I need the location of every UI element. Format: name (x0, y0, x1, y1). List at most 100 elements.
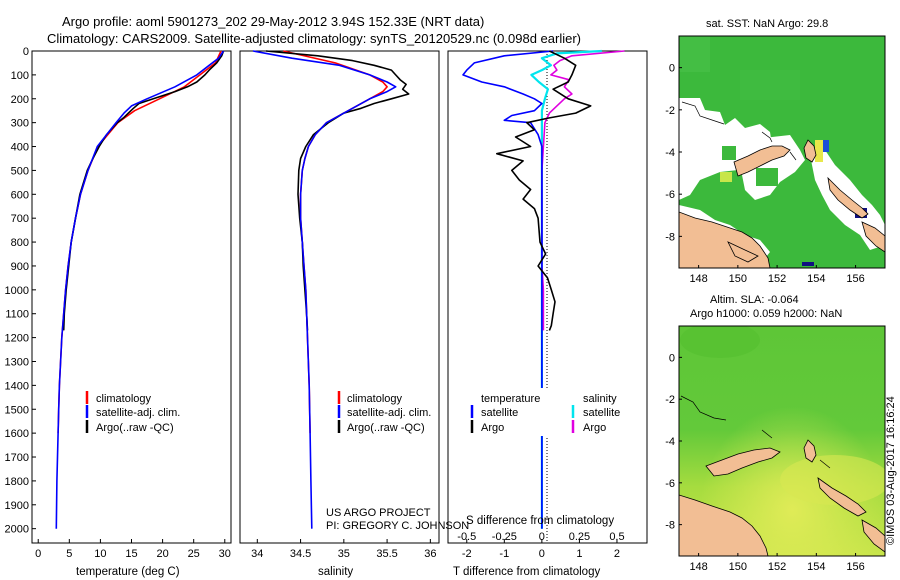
temperature-x-axis: 0 5 10 15 20 25 30 (35, 539, 231, 560)
map-lon-tick-label: 148 (689, 561, 707, 573)
temperature-panel-frame (31, 50, 232, 544)
depth-tick-label: 400 (11, 142, 29, 154)
legend-s-argo-label: Argo (583, 422, 606, 434)
depth-tick-label: 1300 (5, 356, 29, 368)
legend-satellite-label: satellite-adj. clim. (347, 407, 431, 419)
sla-map-title-line1: Altim. SLA: -0.064 (710, 294, 799, 306)
t-argo-line (495, 50, 592, 331)
depth-tick-label: 2000 (5, 524, 29, 536)
temperature-tick-label: 5 (66, 548, 72, 560)
depth-tick-label: 100 (11, 70, 29, 82)
depth-tick-label: 900 (11, 261, 29, 273)
salinity-satellite-line (252, 50, 397, 529)
sla-land-new-ireland (803, 439, 817, 463)
map-lon-tick-label: 148 (689, 273, 707, 285)
t-difference-tick-label: -2 (462, 548, 472, 560)
depth-axis: 0 100 200 300 400 500 600 700 800 900 1000 1100 1200… (5, 46, 36, 536)
map-lon-tick-label: 150 (729, 273, 747, 285)
salinity-axis-label: salinity (318, 566, 353, 578)
temperature-climatology-line (57, 50, 222, 434)
difference-series (462, 49, 625, 529)
difference-x-axis: -2 -1 0 1 2 -0.5 -0.25 0 0.25 0.5 (457, 531, 624, 560)
map-lon-tick-label: 152 (768, 273, 786, 285)
salinity-tick-label: 36 (424, 548, 436, 560)
map-lon-tick-label: 154 (807, 273, 825, 285)
temperature-satellite-line (55, 50, 225, 529)
legend-s-satellite-label: satellite (583, 407, 620, 419)
imos-timestamp: ©IMOS 03-Aug-2017 16:16:24 (885, 396, 897, 545)
legend-t-satellite-label: satellite (481, 407, 518, 419)
map-lat-tick-label: -4 (665, 436, 675, 448)
s-argo-line (541, 50, 625, 331)
map-lat-tick-label: -4 (665, 147, 675, 159)
depth-tick-label: 1600 (5, 428, 29, 440)
sst-map-title: sat. SST: NaN Argo: 29.8 (706, 18, 828, 30)
figure-title-line1: Argo profile: aoml 5901273_202 29-May-20… (62, 14, 484, 29)
legend-satellite-label: satellite-adj. clim. (96, 407, 180, 419)
map-lon-tick-label: 156 (846, 561, 864, 573)
difference-legend-bg (449, 388, 646, 436)
depth-tick-label: 800 (11, 237, 29, 249)
sst-coastline (681, 101, 725, 125)
depth-tick-label: 700 (11, 213, 29, 225)
salinity-panel-frame (239, 50, 440, 544)
depth-tick-label: 1400 (5, 380, 29, 392)
difference-legend: temperature salinity satellite satellite… (470, 393, 620, 434)
project-credit: US ARGO PROJECT (326, 507, 431, 519)
legend-climatology-label: climatology (96, 393, 152, 405)
t-difference-tick-label: 0 (539, 548, 545, 560)
salinity-tick-label: 35 (338, 548, 350, 560)
salinity-series (252, 50, 410, 529)
depth-tick-label: 500 (11, 165, 29, 177)
temperature-tick-label: 15 (125, 548, 137, 560)
salinity-legend: climatology satellite-adj. clim. Argo(..… (337, 391, 431, 434)
map-lat-tick-label: -6 (665, 189, 675, 201)
s-difference-tick-label: -0.5 (457, 531, 476, 543)
depth-tick-label: 1100 (5, 309, 29, 321)
map-lat-tick-label: -8 (665, 231, 675, 243)
legend-t-argo-label: Argo (481, 422, 504, 434)
s-difference-tick-label: 0.5 (609, 531, 624, 543)
depth-tick-label: 1900 (5, 500, 29, 512)
depth-tick-label: 600 (11, 189, 29, 201)
temperature-legend: climatology satellite-adj. clim. Argo(..… (85, 391, 180, 434)
temperature-tick-label: 10 (94, 548, 106, 560)
sla-land-new-britain (705, 447, 781, 477)
pi-credit: PI: GREGORY C. JOHNSON (326, 520, 469, 532)
map-lat-tick-label: 0 (669, 352, 675, 364)
map-lon-tick-label: 156 (846, 273, 864, 285)
t-difference-axis-label: T difference from climatology (453, 566, 600, 578)
map-lat-tick-label: -6 (665, 478, 675, 490)
temperature-tick-label: 20 (156, 548, 168, 560)
sla-coastline (680, 395, 831, 469)
sla-map (679, 326, 885, 556)
sla-land-new-guinea (679, 494, 769, 556)
temperature-axis-label: temperature (deg C) (76, 566, 180, 578)
map-lat-tick-label: 0 (669, 63, 675, 75)
map-lon-tick-label: 154 (807, 561, 825, 573)
temperature-tick-label: 25 (188, 548, 200, 560)
legend-argo-label: Argo(..raw -QC) (347, 422, 425, 434)
legend-climatology-label: climatology (347, 393, 403, 405)
depth-tick-label: 200 (11, 94, 29, 106)
salinity-climatology-line (283, 50, 388, 434)
sst-coastline (761, 131, 797, 161)
depth-tick-label: 1500 (5, 404, 29, 416)
map-lat-tick-label: -8 (665, 520, 675, 532)
t-difference-tick-label: -1 (499, 548, 509, 560)
figure-title-line2: Climatology: CARS2009. Satellite-adjuste… (47, 31, 581, 46)
temperature-argo-line (62, 50, 225, 331)
s-difference-tick-label: 0 (539, 531, 545, 543)
map-lat-tick-label: -2 (665, 394, 675, 406)
legend-salinity-header: salinity (583, 393, 617, 405)
s-difference-tick-label: -0.25 (492, 531, 517, 543)
map-lon-tick-label: 150 (729, 561, 747, 573)
temperature-series (55, 50, 225, 529)
sst-land-solomons (827, 176, 869, 219)
salinity-tick-label: 34.5 (290, 548, 311, 560)
depth-tick-label: 300 (11, 118, 29, 130)
sst-land-islands (861, 221, 885, 253)
depth-tick-label: 1800 (5, 476, 29, 488)
salinity-argo-line (265, 50, 410, 331)
